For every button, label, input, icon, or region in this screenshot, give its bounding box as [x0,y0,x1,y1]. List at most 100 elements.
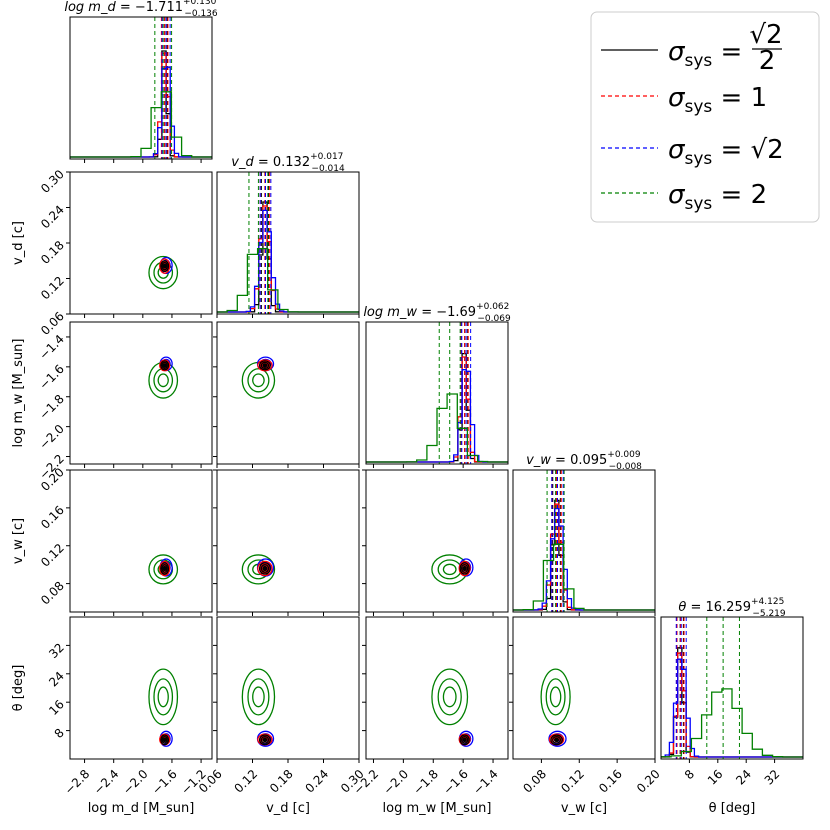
contour-log_m_w-v_d-series-3-level-0 [252,373,265,388]
density-peak-v_d-log_m_d [163,264,167,268]
ylabel-v_d: v_d [c] [11,221,26,265]
contour-v_w-v_d-series-0-level-1 [260,564,270,573]
contour-log_m_w-v_d-series-0-level-2 [258,360,271,371]
contour-v_w-v_d-series-1-level-2 [257,560,273,577]
panel-v_w-log_m_w [362,469,509,616]
density-peak-theta-log_m_w [463,738,467,742]
contour-log_m_w-v_d-series-0-level-1 [260,361,270,369]
contour-v_w-log_m_w-series-0-level-2 [459,562,470,575]
xlabel-v_w: v_w [c] [561,801,607,816]
contour-theta-log_m_d-series-0-level-2 [160,734,170,746]
contour-v_d-log_m_d-series-3-level-2 [148,255,179,290]
contour-theta-v_d-series-0-level-1 [260,735,270,744]
panel-content [241,356,276,399]
title-plus-error: +0.017 [310,152,343,162]
histogram-v_d-series-3 [217,247,359,313]
contour-v_w-v_d-series-3-level-2 [241,554,276,585]
density-peak-theta-v_d [263,738,267,742]
svg-text:√2: √2 [749,20,782,50]
contour-theta-v_w-series-0-level-2 [550,734,563,746]
contour-log_m_w-log_m_d-series-0-level-1 [161,361,168,369]
contour-log_m_w-log_m_d-series-3-level-0 [157,373,169,388]
title-plus-error: +0.009 [607,450,641,460]
panel-log_m_d-log_m_d: log m_d = −1.711+0.130 −0.136 [64,0,218,163]
panel-content [661,617,803,759]
title-median: 16.259 [706,600,752,615]
histogram-log_m_d-series-3 [70,91,212,158]
contour-theta-log_m_d-series-3-level-1 [153,678,174,716]
contour-v_d-log_m_d-series-1-level-2 [159,258,171,274]
contour-v_w-log_m_d-series-0-level-1 [161,564,168,573]
legend-box [590,11,820,223]
panel-v_w-v_d [213,469,360,616]
histogram-log_m_w-series-3 [366,393,508,463]
legend: σsys = √2 2 σsys = 1 σsys = √2 σsys = 2 [590,11,820,223]
density-peak-v_w-log_m_w [463,566,467,571]
title-symbol: log m_w = [363,305,436,320]
panel-content [148,356,179,399]
title-log_m_w: log m_w = −1.69+0.062 −0.069 [363,302,511,324]
contour-theta-log_m_w-series-3-level-2 [431,668,469,726]
panel-content [540,668,571,747]
title-v_d: v_d = 0.132+0.017 −0.014 [231,152,345,174]
contour-log_m_w-v_d-series-3-level-1 [247,368,270,393]
histogram-theta-series-3 [661,688,803,758]
contour-theta-log_m_d-series-0-level-1 [161,735,168,744]
contour-v_d-log_m_d-series-0-level-2 [160,260,170,273]
title-theta: θ = 16.259+4.125 −5.219 [678,597,786,619]
panel-log_m_w-v_d [213,321,360,468]
contour-log_m_w-v_d-series-1-level-2 [257,359,273,372]
contour-v_w-log_m_d-series-1-level-2 [159,560,171,577]
title-minus-error: −5.219 [752,609,786,619]
title-median: −1.69 [436,305,476,320]
panel-frame [365,469,509,613]
panel-frame [69,16,213,160]
title-minus-error: −0.008 [609,462,643,472]
contour-v_w-v_d-series-0-level-2 [258,562,271,575]
contour-v_w-v_d-series-0-level-0 [262,565,268,571]
svg-text:2: 2 [759,46,776,76]
title-minus-error: −0.014 [311,164,345,174]
title-plus-error: +4.125 [751,597,784,607]
title-minus-error: −0.069 [477,314,511,324]
density-peak-log_m_w-log_m_d [163,363,167,367]
xlabel-log_m_w: log m_w [M_sun] [383,801,492,816]
panel-frame [69,469,213,613]
contour-theta-log_m_w-series-0-level-2 [459,734,470,746]
contour-v_w-log_m_w-series-0-level-1 [461,564,469,573]
legend-fraction-sqrt2-over-2: √2 2 [749,20,782,76]
contour-log_m_w-log_m_d-series-0-level-2 [160,360,170,371]
title-plus-error: +0.130 [183,0,217,7]
title-median: 0.132 [273,155,310,170]
panel-frame [69,616,213,760]
contour-log_m_w-log_m_d-series-1-level-2 [159,359,171,372]
contour-theta-log_m_d-series-3-level-0 [157,686,169,708]
density-peak-theta-v_w [554,738,559,742]
contour-theta-log_m_w-series-3-level-1 [437,678,462,716]
contour-v_w-log_m_d-series-0-level-2 [160,562,170,575]
panel-content [217,172,359,314]
panel-frame [365,321,509,465]
contour-theta-v_w-series-0-level-1 [552,735,561,744]
panel-frame [512,616,656,760]
contour-v_d-log_m_d-series-0-level-1 [161,261,168,271]
histogram-v_w-series-3 [513,543,655,611]
title-symbol: log m_d = [64,0,135,15]
contour-theta-v_w-series-3-level-2 [540,668,571,726]
panel-content [513,470,655,612]
contour-theta-log_m_w-series-0-level-1 [461,735,469,744]
xlabel-v_d: v_d [c] [266,801,310,816]
panel-content [431,668,474,747]
contour-theta-v_w-series-3-level-0 [549,686,562,708]
panel-content [431,554,474,585]
legend-label-1: σsys = 1 [668,83,767,117]
contour-theta-v_d-series-3-level-2 [241,668,276,726]
title-symbol: v_d = [231,155,273,170]
contour-v_w-log_m_w-series-3-level-0 [442,563,457,576]
contour-v_w-log_m_w-series-1-level-2 [458,560,471,577]
panel-frame [512,469,656,613]
title-minus-error: −0.136 [184,9,218,19]
xlabel-theta: θ [deg] [709,801,756,816]
ylabel-theta: θ [deg] [11,665,26,712]
